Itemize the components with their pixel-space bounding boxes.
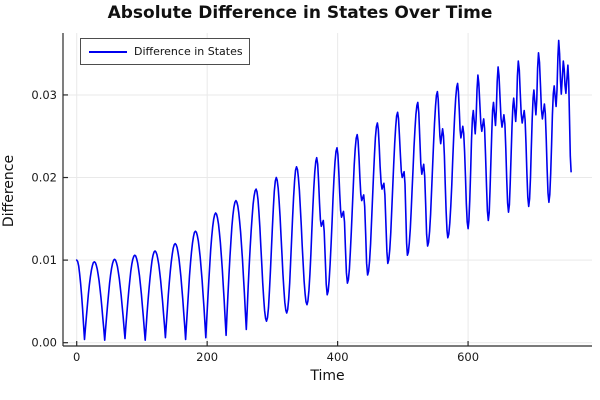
x-tick-label: 600 [457,350,479,364]
legend-line-sample [89,50,127,53]
difference-line-series [75,39,572,341]
y-tick-label: 0.00 [31,336,57,350]
legend-label: Difference in States [134,45,243,58]
x-tick-label: 200 [196,350,218,364]
x-tick-label: 0 [73,350,80,364]
y-tick-label: 0.01 [31,253,57,267]
legend: Difference in States [80,38,250,65]
x-axis-label: Time [310,368,345,384]
y-tick-label: 0.02 [31,171,57,185]
y-tick-label: 0.03 [31,88,57,102]
x-tick-label: 400 [327,350,349,364]
y-axis-label: Difference [1,154,17,228]
chart-title: Absolute Difference in States Over Time [107,3,493,23]
